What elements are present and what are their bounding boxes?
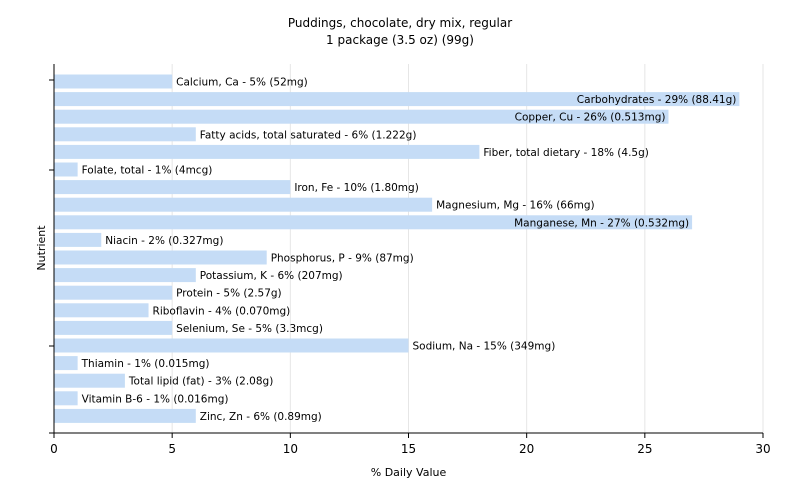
bar xyxy=(54,268,196,283)
bar xyxy=(54,92,740,107)
bar-label: Thiamin - 1% (0.015mg) xyxy=(81,358,210,370)
x-axis-label: % Daily Value xyxy=(371,466,447,479)
x-tick-label: 20 xyxy=(519,442,534,456)
bar xyxy=(54,320,173,335)
bar-label: Riboflavin - 4% (0.070mg) xyxy=(153,305,291,317)
bar-label: Zinc, Zn - 6% (0.89mg) xyxy=(200,411,322,423)
bar-label: Niacin - 2% (0.327mg) xyxy=(105,235,223,247)
x-tick-label: 0 xyxy=(50,442,58,456)
bar-label: Phosphorus, P - 9% (87mg) xyxy=(271,253,414,265)
bar xyxy=(54,127,196,142)
bar xyxy=(54,250,267,265)
bar-label: Selenium, Se - 5% (3.3mcg) xyxy=(176,323,323,335)
bar xyxy=(54,109,669,124)
bar xyxy=(54,285,173,300)
bar-label: Folate, total - 1% (4mcg) xyxy=(82,165,213,177)
bar xyxy=(54,180,291,195)
x-tick-label: 25 xyxy=(637,442,652,456)
bars: Calcium, Ca - 5% (52mg) Carbohydrates - 2… xyxy=(54,74,740,423)
bar xyxy=(54,303,149,318)
bar-label: Total lipid (fat) - 3% (2.08g) xyxy=(128,376,273,388)
chart-subtitle: 1 package (3.5 oz) (99g) xyxy=(326,33,474,47)
bar-label: Carbohydrates - 29% (88.41g) xyxy=(577,94,737,106)
bar-label: Copper, Cu - 26% (0.513mg) xyxy=(515,112,666,124)
x-tick-label: 5 xyxy=(168,442,176,456)
bar xyxy=(54,391,78,406)
bar-label: Vitamin B-6 - 1% (0.016mg) xyxy=(82,393,229,405)
bar xyxy=(54,162,78,177)
x-tick-label: 15 xyxy=(401,442,416,456)
bar-label: Potassium, K - 6% (207mg) xyxy=(200,270,343,282)
bar-label: Fiber, total dietary - 18% (4.5g) xyxy=(483,147,648,159)
bar xyxy=(54,215,693,230)
x-ticks: 0 5 10 15 20 25 30 xyxy=(50,433,771,456)
bar-label: Sodium, Na - 15% (349mg) xyxy=(413,341,556,353)
bar xyxy=(54,74,173,89)
bar xyxy=(54,338,409,353)
chart-title: Puddings, chocolate, dry mix, regular xyxy=(288,16,512,30)
grid-lines xyxy=(171,64,764,433)
bar xyxy=(54,197,433,212)
bar-label: Manganese, Mn - 27% (0.532mg) xyxy=(514,217,689,229)
bar xyxy=(54,408,196,423)
y-axis-label: Nutrient xyxy=(35,225,48,271)
x-tick-label: 10 xyxy=(283,442,298,456)
bar-label: Calcium, Ca - 5% (52mg) xyxy=(176,77,308,89)
bar xyxy=(54,356,78,371)
bar xyxy=(54,232,102,247)
bar-label: Iron, Fe - 10% (1.80mg) xyxy=(294,182,418,194)
bar-label: Protein - 5% (2.57g) xyxy=(176,288,282,300)
bar-label: Fatty acids, total saturated - 6% (1.222… xyxy=(200,129,417,141)
x-tick-label: 30 xyxy=(755,442,770,456)
bar xyxy=(54,144,480,159)
bar-label: Magnesium, Mg - 16% (66mg) xyxy=(436,200,595,212)
bar xyxy=(54,373,125,388)
